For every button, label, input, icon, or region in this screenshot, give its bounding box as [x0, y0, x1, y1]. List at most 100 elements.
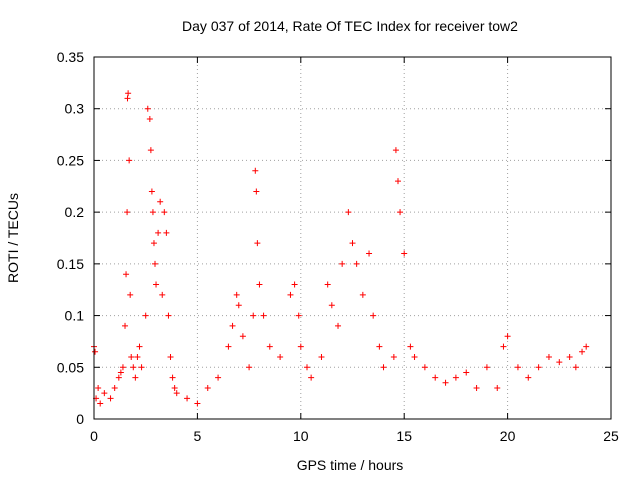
data-point	[194, 400, 201, 407]
x-tick-label: 25	[603, 428, 619, 444]
data-point	[127, 291, 134, 298]
data-point	[252, 167, 259, 174]
plot-frame	[93, 56, 612, 420]
data-point	[167, 353, 174, 360]
data-point	[117, 369, 124, 376]
data-point	[153, 281, 160, 288]
data-point	[304, 364, 311, 371]
data-point	[452, 374, 459, 381]
data-point	[525, 374, 532, 381]
y-tick-label: 0.05	[57, 359, 84, 375]
data-point	[421, 364, 428, 371]
data-point	[328, 302, 335, 309]
data-point	[101, 390, 108, 397]
data-point	[353, 260, 360, 267]
data-point	[256, 281, 263, 288]
data-point	[349, 240, 356, 247]
data-point	[277, 353, 284, 360]
data-point	[266, 343, 273, 350]
data-point	[572, 364, 579, 371]
chart-title: Day 037 of 2014, Rate Of TEC Index for r…	[182, 18, 518, 34]
y-tick-label: 0	[76, 411, 84, 427]
y-tick-label: 0.1	[65, 308, 85, 324]
data-point	[115, 374, 122, 381]
data-point	[535, 364, 542, 371]
data-point	[401, 250, 408, 257]
data-point	[119, 364, 126, 371]
data-point	[159, 291, 166, 298]
data-point	[295, 312, 302, 319]
data-point	[138, 364, 145, 371]
data-point	[128, 353, 135, 360]
data-point	[161, 209, 168, 216]
data-point	[157, 198, 164, 205]
x-tick-label: 10	[293, 428, 309, 444]
data-point	[239, 333, 246, 340]
data-point	[335, 322, 342, 329]
data-point	[324, 281, 331, 288]
data-point	[583, 343, 590, 350]
data-point	[125, 90, 132, 97]
y-tick-label: 0.35	[57, 49, 84, 65]
data-point	[483, 364, 490, 371]
data-point	[370, 312, 377, 319]
data-point	[123, 271, 130, 278]
data-point	[253, 188, 260, 195]
data-point	[318, 353, 325, 360]
data-point	[124, 209, 131, 216]
data-point	[397, 209, 404, 216]
x-tick-label: 0	[90, 428, 98, 444]
data-point	[152, 260, 159, 267]
grid-lines	[94, 57, 611, 419]
data-point	[514, 364, 521, 371]
data-point	[442, 379, 449, 386]
data-point	[394, 178, 401, 185]
data-point	[169, 374, 176, 381]
data-point	[173, 390, 180, 397]
data-point	[359, 291, 366, 298]
y-tick-label: 0.2	[65, 204, 85, 220]
data-point	[155, 229, 162, 236]
data-point	[504, 333, 511, 340]
data-point	[308, 374, 315, 381]
data-point	[390, 353, 397, 360]
data-point	[144, 105, 151, 112]
data-point	[95, 384, 102, 391]
data-point	[225, 343, 232, 350]
data-point	[171, 384, 178, 391]
data-point	[432, 374, 439, 381]
data-point	[204, 384, 211, 391]
data-point	[380, 364, 387, 371]
data-point	[111, 384, 118, 391]
data-point	[132, 374, 139, 381]
data-point	[142, 312, 149, 319]
x-tick-label: 5	[194, 428, 202, 444]
data-point	[136, 343, 143, 350]
data-point	[163, 229, 170, 236]
data-point	[291, 281, 298, 288]
data-point	[545, 353, 552, 360]
data-point	[376, 343, 383, 350]
data-point	[146, 116, 153, 123]
data-point	[233, 291, 240, 298]
x-axis-label: GPS time / hours	[297, 457, 404, 473]
data-point	[494, 384, 501, 391]
data-points	[91, 90, 590, 407]
y-tick-label: 0.15	[57, 256, 84, 272]
data-point	[126, 157, 133, 164]
data-point	[473, 384, 480, 391]
data-point	[250, 312, 257, 319]
data-point	[254, 240, 261, 247]
data-point	[124, 95, 131, 102]
data-point	[246, 364, 253, 371]
data-point	[147, 147, 154, 154]
data-point	[407, 343, 414, 350]
data-point	[97, 400, 104, 407]
data-point	[184, 395, 191, 402]
y-axis-label: ROTI / TECUs	[5, 193, 21, 283]
data-point	[500, 343, 507, 350]
data-point	[556, 359, 563, 366]
data-point	[287, 291, 294, 298]
data-point	[165, 312, 172, 319]
data-point	[122, 322, 129, 329]
